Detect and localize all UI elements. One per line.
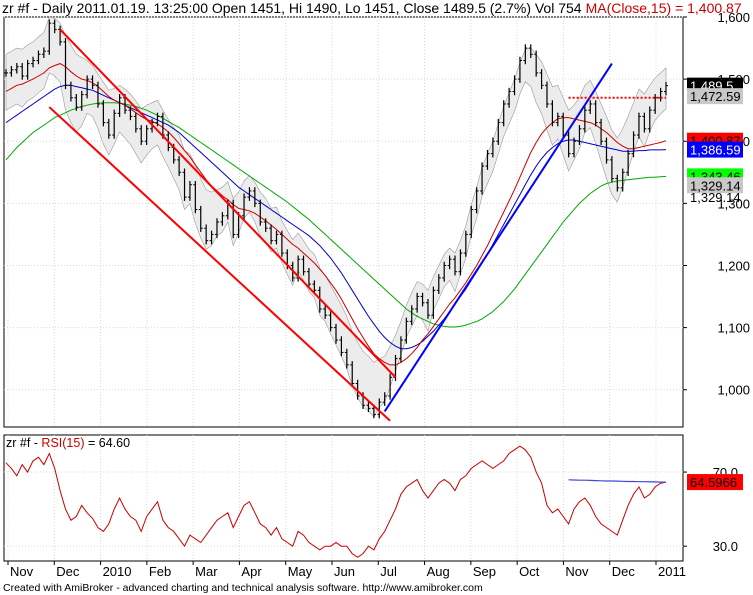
x-tick-label: Oct [519,564,540,579]
value-labels: 1,489.51,472.591,400.871,386.591,343.461… [687,77,743,491]
value-label-text: 64.5966 [690,475,737,490]
value-label-bg [687,474,743,491]
x-axis: Nov Dec 2010 Feb Mar Apr May Jun Jul Aug Sep Oct Nov… [7,561,686,579]
value-label-bg [687,88,743,105]
price-y-tick-label: 1,000 [717,383,750,398]
x-tick-label: Jun [334,564,355,579]
trendline-red_lower [48,106,391,422]
value-label-band_lower_last: 1,329.14 [687,177,743,194]
value-label-ma30_last: 1,386.59 [687,141,743,158]
price-panel-title: zr #f - Daily 2011.01.19. 13:25:00 Open … [2,0,742,16]
rsi-plot [5,445,667,558]
price-y-tick-label: 1,300 [717,196,750,211]
bollinger-band [5,16,667,418]
rsi-title-value: = 64.60 [85,436,131,450]
ma-long-line [5,102,667,328]
x-tick-label: 2010 [103,564,132,579]
value-label-text: 1,329.14 [690,178,741,193]
x-tick-label: Apr [241,564,262,579]
rsi-panel-frame [3,434,684,562]
value-label-rsi_last: 64.5966 [687,474,743,491]
x-tick-label: May [288,564,313,579]
rsi-signal-line [568,479,666,483]
price-plot [4,16,668,422]
x-tick-label: Feb [149,564,171,579]
x-tick-label: Nov [565,564,589,579]
price-panel-frame [3,16,684,428]
trendline-blue [383,63,613,413]
value-label-bg [687,177,743,194]
rsi-line [5,445,667,558]
value-label-band_lower_last_plain: 1,329.14 [690,190,741,205]
price-title-ma: MA(Close,15) = 1,400.87 [586,0,742,16]
footer-credit: Created with AmiBroker - advanced charti… [3,582,483,594]
x-tick-label: Nov [10,564,34,579]
x-tick-label: Jul [380,564,397,579]
value-label-level_1472: 1,472.59 [687,88,743,105]
x-tick-label: Sep [473,564,496,579]
x-tick-label: 2011 [658,564,686,579]
value-label-text: 1,329.14 [690,190,741,205]
price-title-main: zr #f - Daily 2011.01.19. 13:25:00 Open … [2,0,582,16]
price-y-tick-label: 1,100 [717,321,750,336]
x-tick-label: Dec [612,564,636,579]
value-label-text: 1,386.59 [690,143,741,158]
price-y-tick-label: 1,200 [717,258,750,273]
rsi-y-tick-label: 30.0 [713,539,738,554]
rsi-title-prefix: zr #f - [6,436,41,450]
ma15-line [5,63,667,366]
value-label-bg [687,141,743,158]
price-y-tick-label: 1,600 [717,10,750,25]
x-tick-label: Aug [427,564,450,579]
rsi-panel-title: zr #f - RSI(15) = 64.60 [6,436,130,450]
rsi-title-name: RSI(15) [41,436,84,450]
value-label-text: 1,472.59 [690,89,741,104]
x-tick-label: Mar [195,564,218,579]
x-tick-label: Dec [56,564,80,579]
trendline-red_upper [59,28,397,378]
